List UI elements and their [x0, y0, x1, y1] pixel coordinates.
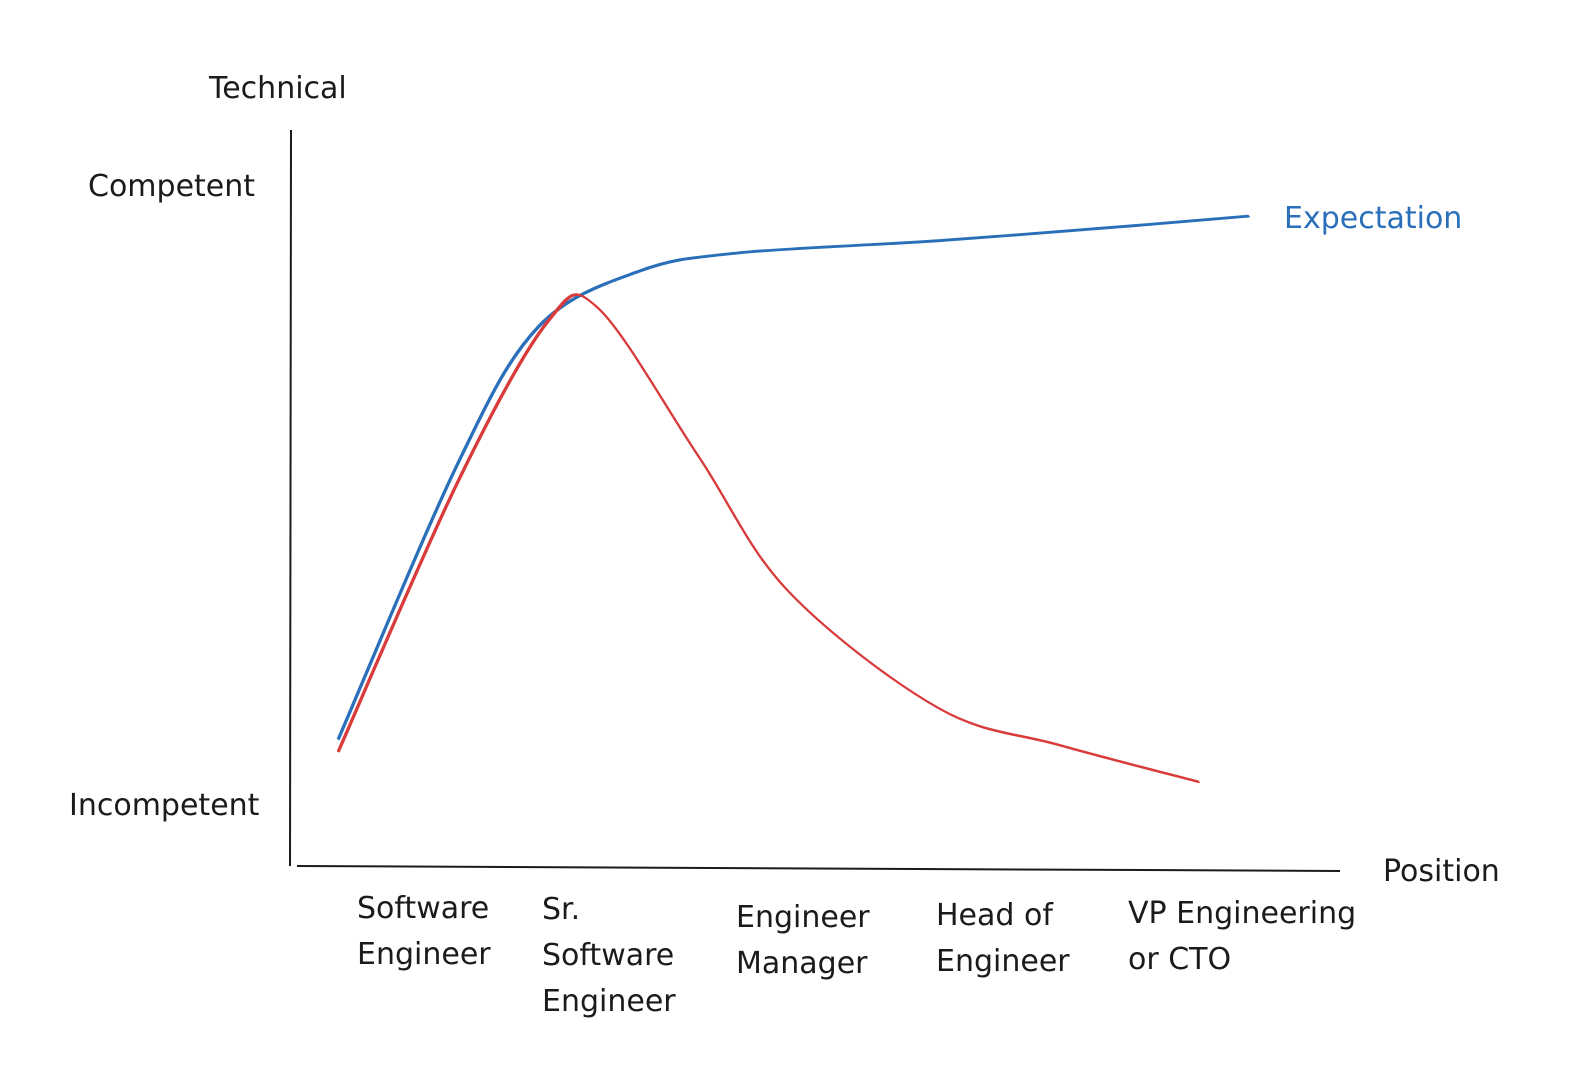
series-line-0 [336, 214, 1250, 740]
x-tick-label-line: Manager [736, 946, 868, 981]
x-tick-label-0: Software Engineer [357, 891, 491, 972]
series-line-1 [336, 293, 1200, 783]
x-tick-label-line: Engineer [357, 937, 491, 972]
x-tick-label-line: Software [357, 891, 489, 926]
y-tick-label-incompetent: Incompetent [69, 788, 260, 823]
x-tick-label-2: Engineer Manager [736, 900, 870, 981]
x-tick-label-line: Engineer [936, 944, 1070, 979]
y-tick-label-competent: Competent [88, 169, 255, 204]
series-line-1-stroke2 [338, 294, 1200, 784]
series-layer: Expectation [336, 201, 1462, 784]
x-tick-label-line: Head of [936, 898, 1054, 933]
y-axis-label: Technical [208, 71, 347, 106]
x-tick-label-line: Engineer [542, 984, 676, 1019]
series-label-0: Expectation [1284, 201, 1462, 236]
series-line-0-stroke2 [338, 216, 1250, 741]
y-axis [289, 129, 292, 867]
x-tick-label-line: Sr. [542, 892, 580, 927]
x-axis-label: Position [1383, 854, 1500, 889]
x-tick-label-line: or CTO [1128, 942, 1231, 977]
x-tick-label-line: Engineer [736, 900, 870, 935]
x-tick-label-3: Head of Engineer [936, 898, 1070, 979]
x-tick-label-4: VP Engineering or CTO [1128, 896, 1356, 977]
x-tick-label-1: Sr. Software Engineer [542, 892, 676, 1019]
x-axis [296, 865, 1341, 872]
x-tick-label-line: Software [542, 938, 674, 973]
x-tick-label-line: VP Engineering [1128, 896, 1356, 931]
